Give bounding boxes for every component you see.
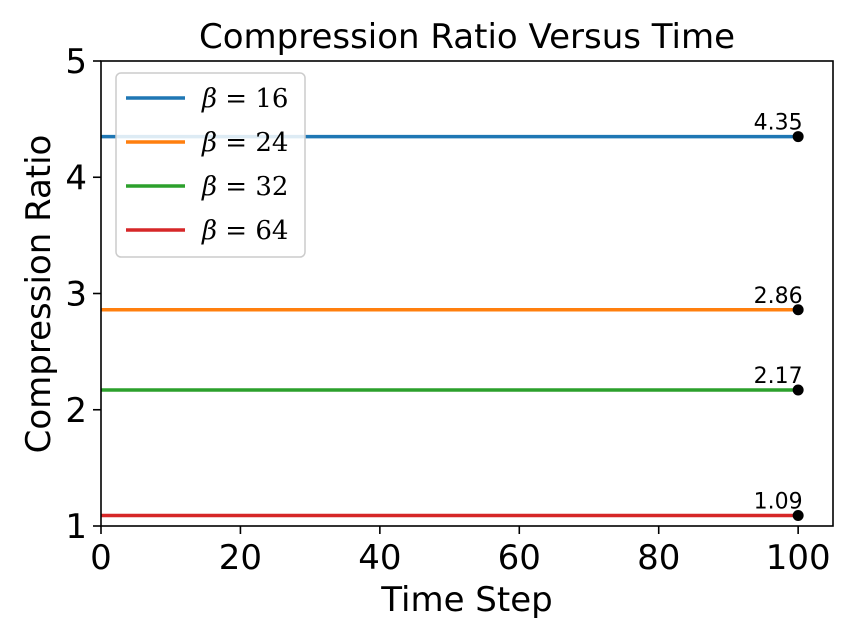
legend: β = 16 β = 24 β = 32 β = 64: [115, 72, 306, 258]
chart-title: Compression Ratio Versus Time: [199, 17, 735, 57]
legend-entries: β = 16 β = 24 β = 32 β = 64: [126, 84, 288, 246]
x-tick-label: 100: [766, 538, 831, 578]
legend-label-2: β = 32: [201, 172, 288, 202]
legend-label-1: β = 24: [201, 128, 288, 158]
legend-label-0: β = 16: [201, 84, 288, 114]
end-marker-1: [792, 304, 804, 316]
data-label-0: 4.35: [754, 111, 803, 136]
data-label-3: 1.09: [754, 490, 803, 515]
data-label-1: 2.86: [754, 284, 803, 309]
y-tick-label: 2: [65, 391, 87, 431]
series-layer: [101, 134, 799, 518]
legend-label-3: β = 64: [201, 216, 288, 246]
legend-box: [115, 72, 306, 258]
data-label-2: 2.17: [754, 364, 803, 389]
x-tick-label: 80: [637, 538, 680, 578]
x-tick-label: 40: [358, 538, 401, 578]
x-tick-label: 0: [90, 538, 112, 578]
end-marker-3: [792, 510, 804, 522]
y-tick-label: 5: [65, 42, 87, 82]
y-tick-label: 1: [65, 507, 87, 547]
marker-layer: [792, 131, 804, 522]
x-axis-label: Time Step: [380, 580, 552, 620]
y-tick-label: 3: [65, 275, 87, 315]
x-axis-ticks: 0 20 40 60 80 100: [90, 526, 831, 578]
y-axis-label: Compression Ratio: [19, 135, 59, 454]
y-tick-label: 4: [65, 158, 87, 198]
end-marker-0: [792, 131, 804, 143]
x-tick-label: 20: [219, 538, 262, 578]
x-tick-label: 60: [498, 538, 541, 578]
end-marker-2: [792, 384, 804, 396]
data-label-layer: 4.35 2.86 2.17 1.09: [754, 111, 803, 515]
y-axis-ticks: 1 2 3 4 5: [65, 42, 101, 547]
